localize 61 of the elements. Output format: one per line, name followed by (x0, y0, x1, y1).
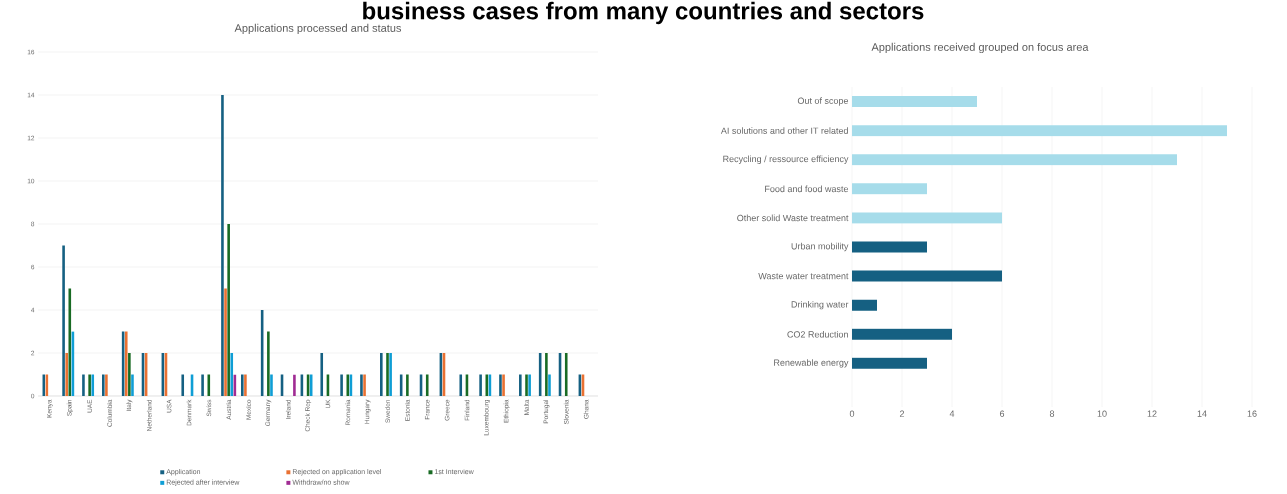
bar (380, 352, 383, 396)
y-tick-label: Other solid Waste treatment (737, 214, 849, 222)
bar (852, 328, 952, 340)
y-tick-label: Urban mobility (791, 242, 849, 252)
bar (852, 357, 927, 369)
bar (852, 299, 878, 311)
bar (479, 374, 482, 396)
bar (230, 352, 234, 396)
bar (221, 95, 224, 396)
y-tick-label: Drinking water (791, 300, 849, 310)
text: business cases from many countries and sectors (363, 1, 924, 25)
bar (852, 154, 1177, 166)
bar (201, 374, 204, 396)
bar (852, 241, 927, 253)
bar (224, 288, 227, 396)
bar (406, 374, 409, 396)
bar (88, 374, 91, 396)
y-tick-label: Food and food waste (765, 185, 849, 193)
x-tick-label: 10 (1097, 410, 1107, 417)
bar (425, 374, 429, 396)
bar (207, 374, 211, 396)
x-tick-label: 0 (849, 410, 855, 417)
bar (267, 331, 270, 396)
y-tick-label: Recycling / ressource efficiency (723, 155, 849, 164)
bar (62, 245, 65, 396)
bar (852, 212, 1002, 224)
bar (852, 125, 1227, 137)
bar (852, 183, 927, 195)
bar (227, 224, 230, 396)
x-tick-label: 8 (1049, 410, 1055, 417)
bar (545, 352, 548, 396)
x-tick-label: 14 (1197, 410, 1207, 417)
bar (68, 288, 72, 396)
bar (270, 374, 273, 396)
chart-title: Applications received grouped on focus area (871, 42, 1089, 54)
bar (65, 352, 68, 396)
bar (519, 374, 522, 396)
x-tick-label: 4 (949, 410, 955, 417)
bar (548, 374, 551, 396)
x-tick-label: 2 (899, 410, 905, 417)
y-tick-label: AI solutions and other IT related (720, 127, 848, 134)
y-tick-label: Out of scope (797, 97, 849, 106)
chart-title: Applications processed and status (234, 23, 402, 35)
y-tick-label: Renewable energy (774, 359, 849, 368)
bar (82, 374, 85, 396)
y-tick-label: Waste water treatment (758, 272, 849, 280)
y-tick-label: CO2 Reduction (787, 330, 848, 338)
bar (852, 96, 977, 108)
bar (459, 374, 463, 396)
x-tick-label: 12 (1147, 410, 1157, 417)
bar (128, 352, 131, 396)
bar (181, 374, 185, 396)
bar (320, 352, 324, 396)
x-tick-label: 6 (999, 410, 1005, 417)
bar (293, 374, 296, 396)
bar (852, 270, 1002, 282)
bar (564, 352, 568, 396)
x-tick-label: 16 (1247, 410, 1257, 417)
bar (91, 374, 95, 396)
bar (340, 374, 343, 396)
bar (131, 374, 134, 396)
